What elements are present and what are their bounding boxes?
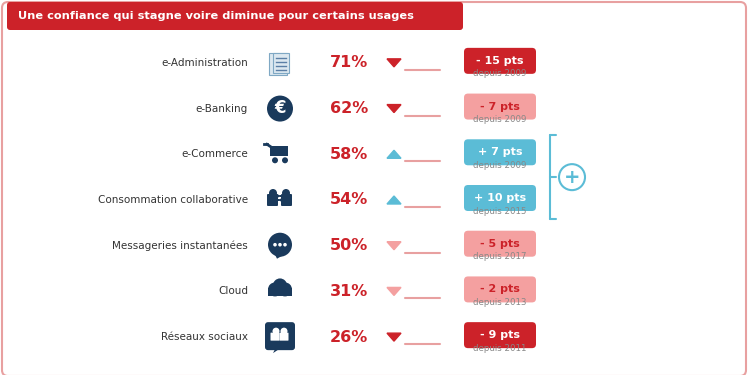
Text: depuis 2009: depuis 2009 [473,161,526,170]
Circle shape [280,328,287,334]
Circle shape [284,243,286,246]
Text: - 2 pts: - 2 pts [480,284,520,294]
Polygon shape [387,333,401,341]
Circle shape [267,96,293,122]
Text: e-Commerce: e-Commerce [182,149,248,159]
Text: e-Banking: e-Banking [196,104,248,114]
Text: depuis 2009: depuis 2009 [473,69,526,78]
Circle shape [559,164,585,190]
Circle shape [268,282,282,296]
FancyBboxPatch shape [464,231,536,257]
Text: 71%: 71% [330,56,368,70]
Circle shape [272,157,278,163]
FancyBboxPatch shape [268,288,292,296]
Circle shape [282,157,288,163]
FancyBboxPatch shape [464,322,536,348]
Text: 31%: 31% [330,284,368,299]
FancyBboxPatch shape [464,185,536,211]
Text: depuis 2017: depuis 2017 [473,252,526,261]
FancyBboxPatch shape [265,322,295,350]
FancyBboxPatch shape [271,333,280,340]
Text: 62%: 62% [330,101,368,116]
FancyBboxPatch shape [270,146,288,156]
Text: - 5 pts: - 5 pts [480,239,520,249]
FancyBboxPatch shape [464,139,536,165]
Text: Réseaux sociaux: Réseaux sociaux [161,332,248,342]
FancyBboxPatch shape [7,2,463,30]
Text: depuis 2015: depuis 2015 [473,207,526,216]
Circle shape [278,243,282,246]
Polygon shape [387,242,401,250]
Text: 26%: 26% [330,330,368,345]
Text: 58%: 58% [330,147,368,162]
FancyBboxPatch shape [273,53,289,73]
FancyBboxPatch shape [281,194,292,206]
Text: depuis 2011: depuis 2011 [473,344,526,352]
Polygon shape [387,59,401,67]
FancyBboxPatch shape [269,53,287,75]
FancyBboxPatch shape [464,94,536,120]
Text: - 9 pts: - 9 pts [480,330,520,340]
FancyBboxPatch shape [464,48,536,74]
Circle shape [282,189,290,197]
FancyBboxPatch shape [267,194,278,206]
Circle shape [273,243,277,246]
Polygon shape [273,347,282,353]
Text: 54%: 54% [330,192,368,207]
Circle shape [268,233,292,257]
Text: - 7 pts: - 7 pts [480,102,520,112]
Circle shape [272,328,280,334]
Text: Cloud: Cloud [218,286,248,296]
Circle shape [278,282,292,296]
Text: Consommation collaborative: Consommation collaborative [98,195,248,205]
Circle shape [269,189,277,197]
Polygon shape [387,150,401,158]
Text: + 7 pts: + 7 pts [478,147,522,157]
Polygon shape [387,105,401,112]
Text: - 15 pts: - 15 pts [476,56,524,66]
Text: Une confiance qui stagne voire diminue pour certains usages: Une confiance qui stagne voire diminue p… [18,11,414,21]
Text: depuis 2013: depuis 2013 [473,298,526,307]
Polygon shape [387,196,401,204]
Text: e-Administration: e-Administration [161,58,248,68]
Text: +: + [564,168,580,187]
Text: €: € [274,99,286,117]
Circle shape [273,278,287,292]
Text: + 10 pts: + 10 pts [474,193,526,203]
Polygon shape [275,255,284,259]
Text: depuis 2009: depuis 2009 [473,115,526,124]
FancyBboxPatch shape [280,333,289,340]
FancyBboxPatch shape [464,276,536,302]
Text: 50%: 50% [330,238,368,253]
Polygon shape [387,287,401,296]
Text: Messageries instantanées: Messageries instantanées [112,240,248,251]
